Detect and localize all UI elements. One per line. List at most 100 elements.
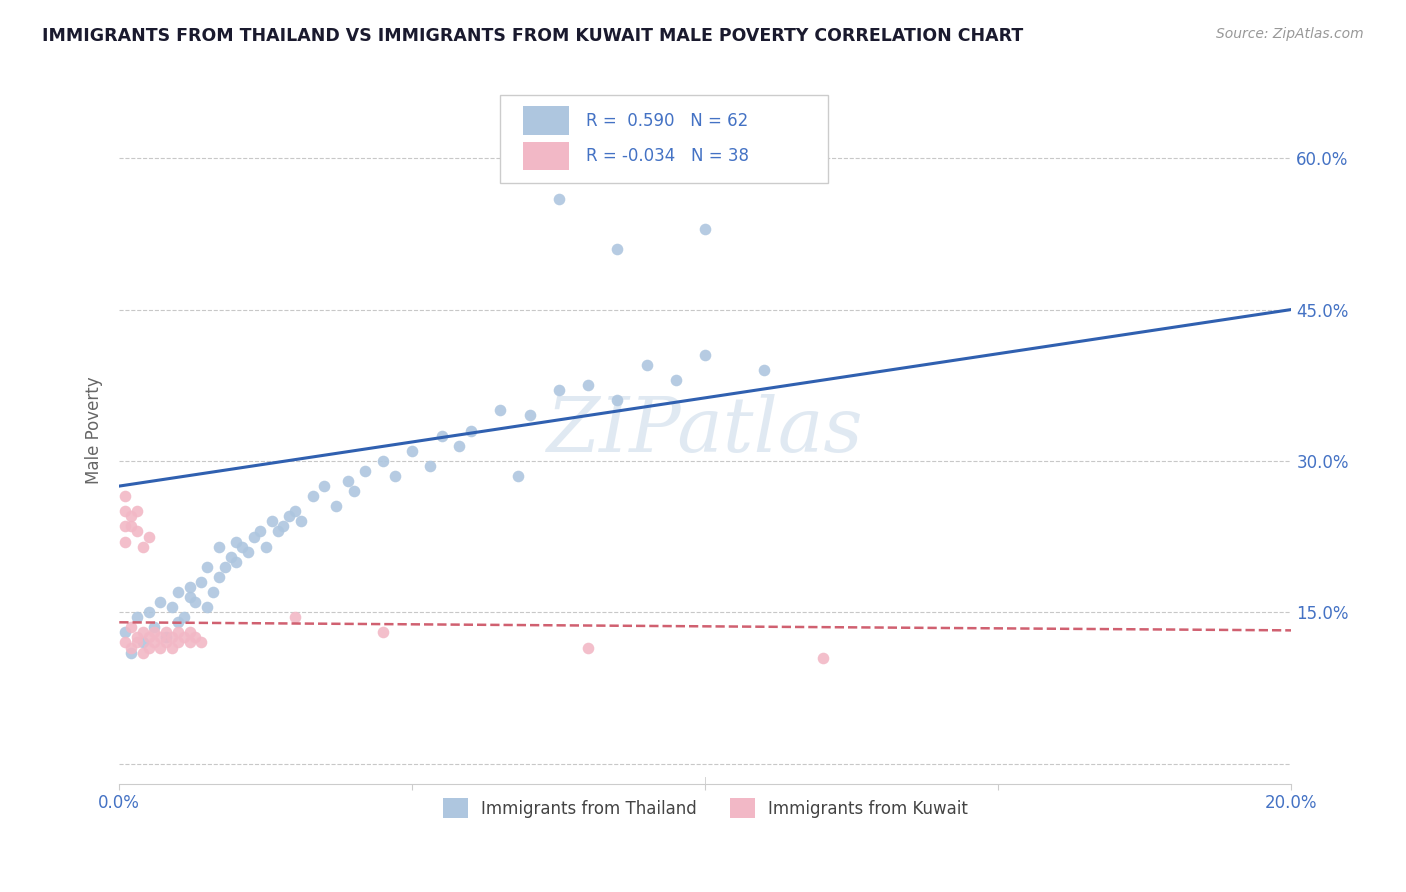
Point xyxy=(184,595,207,609)
Point xyxy=(143,620,166,634)
Point xyxy=(195,559,218,574)
Point xyxy=(190,635,212,649)
Point xyxy=(266,524,288,539)
Point xyxy=(278,509,301,524)
Point xyxy=(149,595,172,609)
Point xyxy=(371,454,394,468)
Point xyxy=(167,585,190,599)
Point xyxy=(314,479,336,493)
Point xyxy=(125,504,148,518)
Point xyxy=(143,625,166,640)
Point xyxy=(173,610,195,624)
Point xyxy=(138,605,160,619)
Text: R = -0.034   N = 38: R = -0.034 N = 38 xyxy=(586,147,749,165)
Point xyxy=(125,635,148,649)
Point xyxy=(325,500,347,514)
Point xyxy=(114,635,136,649)
Point xyxy=(114,489,136,503)
Point xyxy=(606,242,628,256)
Point xyxy=(125,524,148,539)
Point xyxy=(179,590,201,604)
FancyBboxPatch shape xyxy=(523,142,569,170)
Point xyxy=(430,428,453,442)
Point xyxy=(519,409,541,423)
Point xyxy=(120,620,142,634)
Point xyxy=(636,358,658,372)
Point xyxy=(401,443,423,458)
Point xyxy=(343,484,366,499)
Point xyxy=(120,640,142,655)
Point xyxy=(290,515,312,529)
Point xyxy=(143,635,166,649)
Point xyxy=(120,519,142,533)
Point xyxy=(132,540,155,554)
Point xyxy=(138,640,160,655)
Point xyxy=(243,529,266,543)
Point xyxy=(238,544,260,558)
Point xyxy=(576,640,599,655)
Text: R =  0.590   N = 62: R = 0.590 N = 62 xyxy=(586,112,748,129)
Point xyxy=(132,646,155,660)
Point xyxy=(190,574,212,589)
Text: IMMIGRANTS FROM THAILAND VS IMMIGRANTS FROM KUWAIT MALE POVERTY CORRELATION CHAR: IMMIGRANTS FROM THAILAND VS IMMIGRANTS F… xyxy=(42,27,1024,45)
Point xyxy=(231,540,253,554)
Point xyxy=(249,524,271,539)
Point xyxy=(354,464,377,478)
Point xyxy=(254,540,277,554)
Point xyxy=(155,635,177,649)
Point xyxy=(260,515,283,529)
Point xyxy=(149,631,172,645)
Point xyxy=(665,373,688,387)
Point xyxy=(811,650,834,665)
Point xyxy=(695,221,717,235)
Point xyxy=(214,559,236,574)
Point xyxy=(179,635,201,649)
Point xyxy=(155,625,177,640)
Point xyxy=(138,631,160,645)
FancyBboxPatch shape xyxy=(501,95,828,184)
Text: ZIPatlas: ZIPatlas xyxy=(547,393,863,467)
Point xyxy=(173,631,195,645)
Point xyxy=(301,489,323,503)
Point xyxy=(160,631,183,645)
Point xyxy=(208,540,231,554)
Point xyxy=(167,625,190,640)
Point xyxy=(179,580,201,594)
Point xyxy=(120,646,142,660)
Point xyxy=(225,555,247,569)
Point xyxy=(695,348,717,362)
Point xyxy=(284,610,307,624)
Point xyxy=(225,534,247,549)
Point xyxy=(149,640,172,655)
Point xyxy=(506,469,529,483)
Point xyxy=(114,504,136,518)
Point xyxy=(184,631,207,645)
Point xyxy=(202,585,225,599)
Point xyxy=(138,529,160,543)
Point xyxy=(160,600,183,615)
Point xyxy=(752,363,775,377)
Point xyxy=(284,504,307,518)
Point xyxy=(167,615,190,630)
Point xyxy=(547,192,569,206)
Legend: Immigrants from Thailand, Immigrants from Kuwait: Immigrants from Thailand, Immigrants fro… xyxy=(436,791,974,825)
Point xyxy=(125,631,148,645)
Point xyxy=(195,600,218,615)
Point xyxy=(273,519,295,533)
Point xyxy=(449,439,471,453)
Point xyxy=(155,631,177,645)
Point xyxy=(208,570,231,584)
Point xyxy=(460,424,482,438)
Point xyxy=(489,403,512,417)
Point xyxy=(114,625,136,640)
Point xyxy=(219,549,242,564)
Point xyxy=(132,635,155,649)
Y-axis label: Male Poverty: Male Poverty xyxy=(86,376,103,484)
Point xyxy=(160,640,183,655)
Point xyxy=(132,625,155,640)
Point xyxy=(120,509,142,524)
Point xyxy=(167,635,190,649)
Point xyxy=(336,474,359,488)
Text: Source: ZipAtlas.com: Source: ZipAtlas.com xyxy=(1216,27,1364,41)
Point xyxy=(576,378,599,392)
